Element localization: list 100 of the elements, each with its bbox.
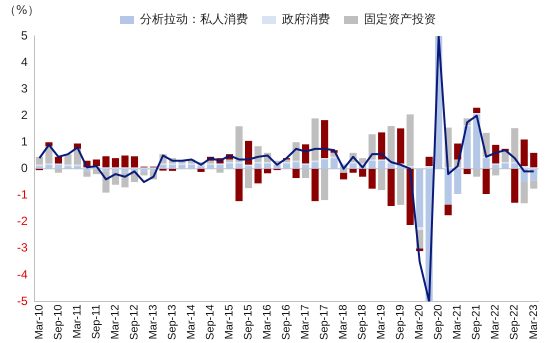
bar <box>64 154 72 165</box>
x-tick-label: Mar-17 <box>300 304 312 340</box>
x-tick-label: Mar-16 <box>262 304 274 340</box>
x-tick-label: Sep-13 <box>166 304 179 340</box>
x-tick-label: Sep-18 <box>356 304 369 340</box>
y-axis-title: （%） <box>4 2 40 19</box>
bar <box>388 168 395 206</box>
x-tick-label: Sep-15 <box>242 304 255 340</box>
legend-label: 固定资产投资 <box>364 12 436 26</box>
legend-label: 政府消费 <box>282 12 330 26</box>
bar <box>388 126 395 162</box>
bar <box>235 163 243 169</box>
y-tick-label: -3 <box>17 240 28 255</box>
x-tick-label: Sep-17 <box>318 304 331 340</box>
bar <box>378 160 386 169</box>
x-tick-label: Sep-21 <box>470 304 483 340</box>
y-tick-label: 2 <box>20 108 28 122</box>
bar <box>312 118 319 161</box>
bar <box>197 166 205 169</box>
legend-label: 分析拉动：私人消费 <box>140 12 248 26</box>
bar <box>416 168 424 228</box>
x-tick-label: Sep-11 <box>90 304 102 340</box>
x-tick-label: Mar-21 <box>452 304 464 340</box>
bar <box>530 152 538 168</box>
x-tick-label: Mar-20 <box>414 304 426 340</box>
bar <box>502 163 509 169</box>
y-tick-label: 5 <box>20 28 28 42</box>
bar <box>302 164 310 169</box>
x-tick-label: Mar-23 <box>528 304 540 340</box>
bar <box>397 128 404 164</box>
bar <box>226 159 234 162</box>
y-tick-label: 0 <box>20 161 28 176</box>
bar <box>264 168 272 174</box>
bar <box>216 164 224 169</box>
bar <box>321 120 328 158</box>
bar <box>54 164 62 169</box>
y-tick-label: -2 <box>17 214 28 228</box>
bar <box>36 166 43 169</box>
bar <box>312 162 319 169</box>
bar <box>54 156 62 164</box>
bar <box>492 164 500 169</box>
bar <box>502 152 509 162</box>
x-tick-label: Sep-22 <box>508 304 521 340</box>
x-tick-label: Sep-10 <box>52 304 64 340</box>
bar <box>45 164 52 169</box>
bar <box>388 163 395 169</box>
bar <box>406 114 414 166</box>
bar <box>359 158 366 164</box>
bar <box>444 168 452 205</box>
bar <box>368 160 376 169</box>
x-tick-label: Sep-20 <box>432 304 445 340</box>
x-tick-label: Mar-11 <box>71 304 84 339</box>
bar <box>530 168 538 181</box>
x-tick-label: Mar-22 <box>490 304 502 340</box>
bar <box>520 182 528 204</box>
bar <box>359 168 366 177</box>
bar <box>102 168 110 172</box>
bar <box>188 164 196 169</box>
bar <box>235 126 243 162</box>
bar <box>426 156 433 166</box>
y-tick-label: -5 <box>17 294 28 308</box>
bar <box>292 162 300 169</box>
bar <box>206 164 214 169</box>
bar <box>64 166 72 169</box>
y-tick-label: 1 <box>20 134 28 149</box>
bar <box>426 166 433 169</box>
bar <box>444 204 452 216</box>
bar <box>244 140 252 165</box>
bar <box>92 159 100 166</box>
bar <box>368 168 376 189</box>
bar <box>254 163 262 169</box>
bar <box>140 171 148 176</box>
bar <box>264 163 272 169</box>
bar <box>473 108 480 114</box>
y-tick-label: 3 <box>20 81 28 96</box>
bar <box>83 168 91 172</box>
bar <box>511 128 518 162</box>
x-tick-label: Mar-14 <box>186 304 198 340</box>
bar <box>112 168 120 172</box>
bar <box>330 158 338 169</box>
bar <box>130 156 138 168</box>
bar <box>235 168 243 202</box>
bar <box>74 166 82 169</box>
bar <box>83 171 91 177</box>
bar <box>350 163 357 169</box>
x-tick-label: Mar-15 <box>224 304 236 340</box>
bar <box>321 159 328 169</box>
x-tick-label: Sep-12 <box>128 304 141 340</box>
x-tick-label: Mar-19 <box>376 304 388 340</box>
bar <box>482 168 490 194</box>
bar <box>464 126 471 169</box>
bar <box>140 168 148 172</box>
bar <box>520 140 528 166</box>
bar <box>197 168 205 172</box>
y-tick-label: -1 <box>17 188 28 202</box>
bar <box>168 164 176 169</box>
y-tick-label: -4 <box>17 267 28 282</box>
bar <box>121 155 129 168</box>
bar <box>159 164 167 169</box>
x-tick-label: Mar-13 <box>148 304 160 340</box>
